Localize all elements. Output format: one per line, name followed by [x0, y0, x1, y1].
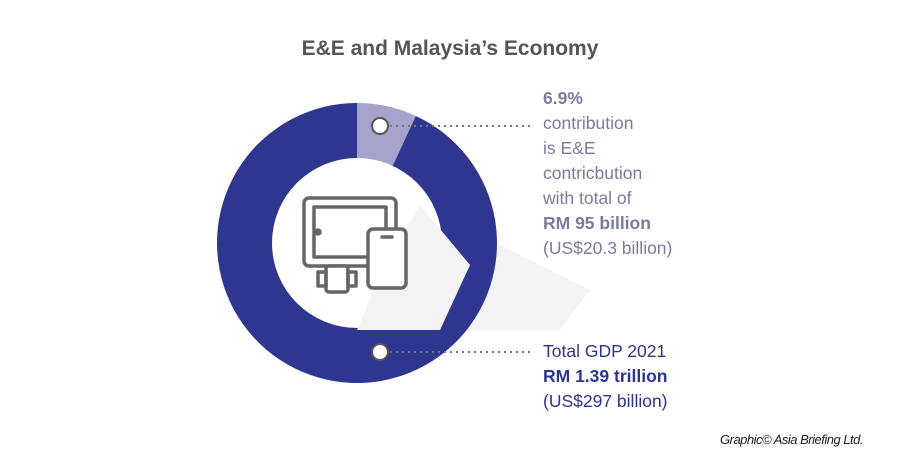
marker-gdp — [371, 343, 389, 361]
gdp-annotation: Total GDP 2021 RM 1.39 trillion (US$297 … — [543, 339, 668, 414]
gdp-label: Total GDP 2021 — [543, 341, 667, 361]
leader-line-gdp — [371, 343, 532, 361]
ee-percent: 6.9% — [543, 88, 583, 108]
ee-annotation: 6.9% contribution is E&E contricbution w… — [543, 86, 672, 261]
gdp-value-usd: (US$297 billion) — [543, 391, 668, 411]
credit: Graphic© Asia Briefing Ltd. — [720, 432, 864, 447]
electronic-devices-icon — [302, 196, 408, 294]
watermark-shape-inner — [357, 205, 470, 330]
ee-value-usd: (US$20.3 billion) — [543, 238, 673, 258]
gdp-value-rm: RM 1.39 trillion — [543, 366, 668, 386]
ee-text: with total of — [543, 188, 632, 208]
marker-ee — [371, 117, 389, 135]
ee-value-rm: RM 95 billion — [543, 213, 651, 233]
ee-text: is E&E — [543, 138, 596, 158]
ee-text: contribution — [543, 113, 634, 133]
leader-line-ee — [371, 117, 532, 135]
ee-text: contricbution — [543, 163, 643, 183]
chart-title: E&E and Malaysia’s Economy — [301, 37, 599, 60]
